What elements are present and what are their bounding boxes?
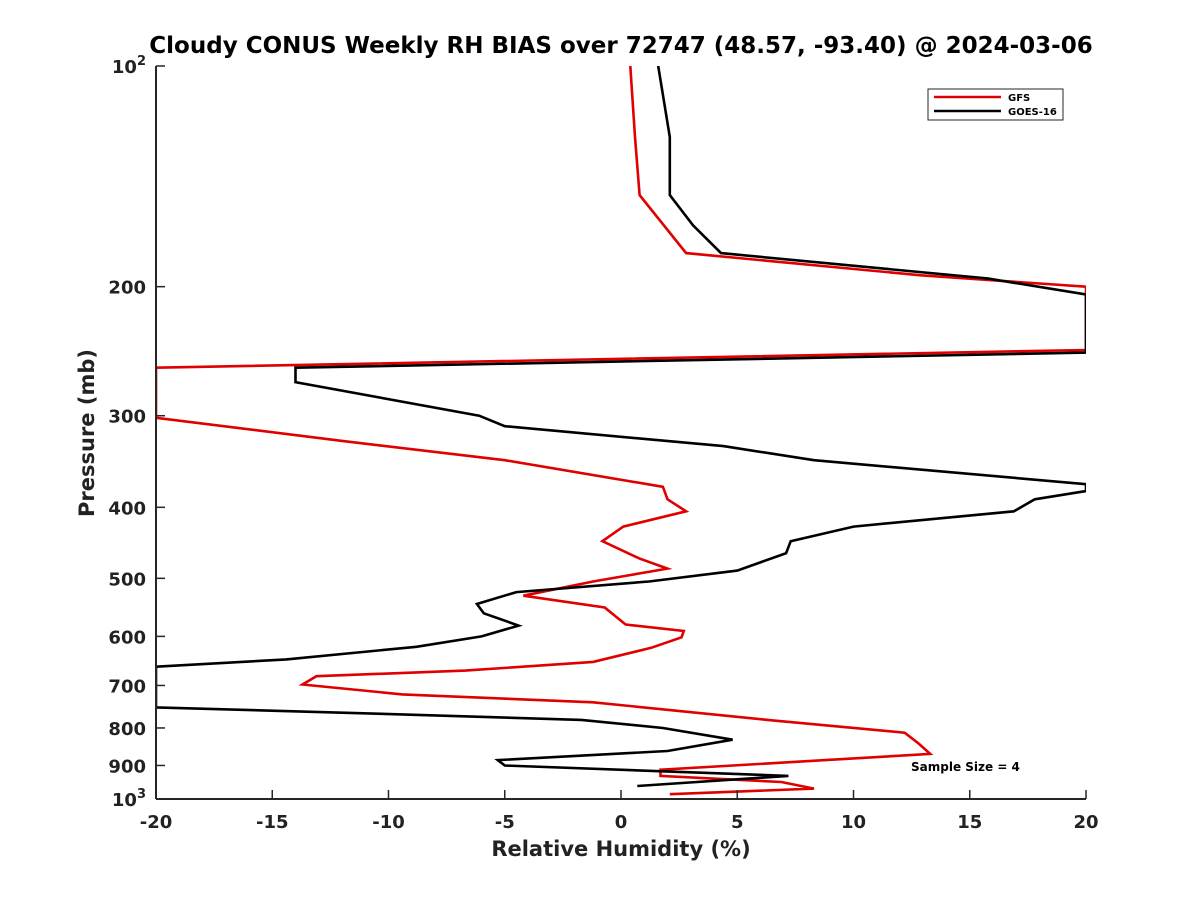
series-group [156,66,1086,796]
y-tick-label: 900 [108,756,146,777]
series-line-gfs [156,66,1086,796]
x-tick-label: -15 [256,812,289,833]
x-tick-label: 0 [615,812,628,833]
y-ticks: 102 200 300 400 500 600 700 800 900 103 [108,54,165,811]
x-tick-label: -10 [372,812,405,833]
legend-box [927,88,1064,121]
series-line-goes16 [156,66,1086,788]
x-tick-label: 20 [1073,812,1098,833]
y-tick-label: 800 [108,719,146,740]
y-tick-label: 600 [108,627,146,648]
y-tick-label: 700 [108,676,146,697]
x-axis-label: Relative Humidity (%) [491,837,750,861]
y-axis-label: Pressure (mb) [75,349,99,517]
legend-label-gfs: GFS [1008,93,1030,104]
x-tick-label: -20 [140,812,173,833]
y-tick-label: 400 [108,498,146,519]
x-tick-label: 10 [841,812,866,833]
y-tick-label: 102 [112,54,146,78]
chart-title: Cloudy CONUS Weekly RH BIAS over 72747 (… [149,33,1092,59]
legend: GFS GOES-16 [927,88,1064,121]
x-ticks: -20 -15 -10 -5 0 5 10 15 20 [140,790,1099,833]
y-tick-label: 103 [112,787,146,811]
legend-label-goes16: GOES-16 [1008,107,1057,118]
sample-size-annotation: Sample Size = 4 [911,760,1020,774]
y-tick-label: 500 [108,569,146,590]
y-tick-label: 300 [108,407,146,428]
x-tick-label: -5 [495,812,515,833]
y-tick-label: 200 [108,278,146,299]
x-tick-label: 15 [957,812,982,833]
x-tick-label: 5 [731,812,744,833]
